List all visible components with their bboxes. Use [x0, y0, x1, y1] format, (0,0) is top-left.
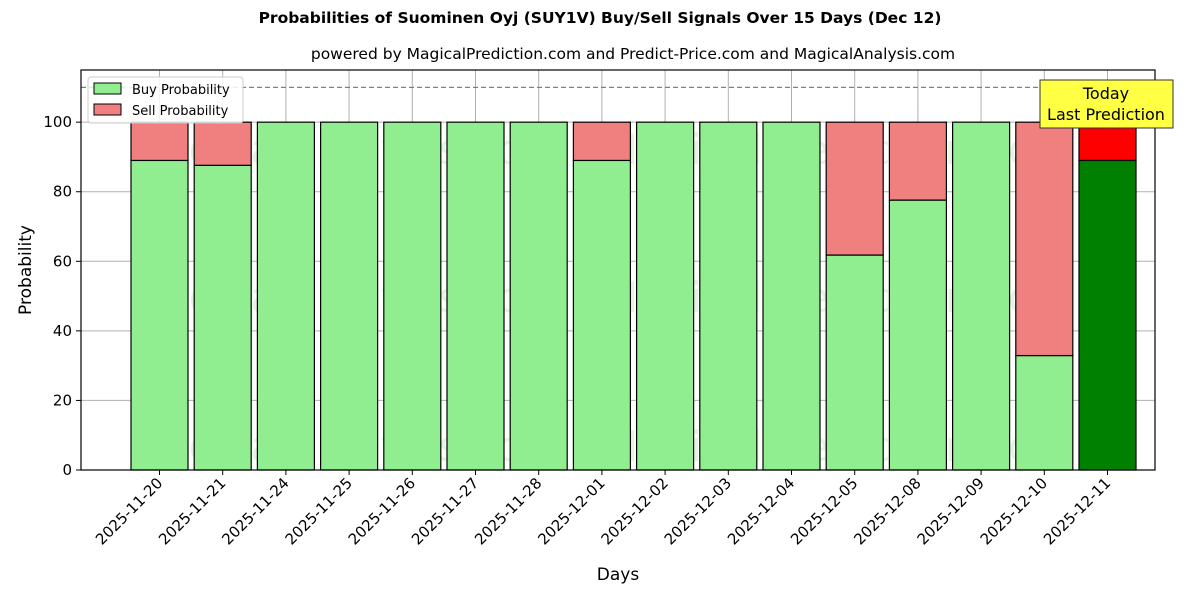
annotation-today: Today — [1082, 84, 1129, 103]
sell-bar — [1078, 121, 1137, 162]
x-tick-label: 2025-12-09 — [914, 474, 988, 548]
y-axis-title: Probability — [16, 225, 36, 315]
y-tick-label: 0 — [62, 461, 72, 479]
y-tick-label: 60 — [53, 252, 72, 270]
buy-bar — [572, 159, 632, 471]
buy-bar — [193, 164, 252, 471]
legend-label-buy: Buy Probability — [132, 83, 230, 98]
sell-bar — [572, 121, 632, 162]
buy-bar — [951, 121, 1011, 471]
today-annotation-box — [1039, 79, 1174, 129]
buy-bar — [762, 121, 821, 471]
buy-bar — [509, 121, 568, 471]
legend-box — [87, 76, 244, 124]
legend-swatch-buy — [93, 82, 122, 95]
buy-bar — [256, 121, 315, 471]
x-tick-label: 2025-12-11 — [1040, 474, 1114, 548]
x-tick-label: 2025-11-26 — [345, 474, 419, 548]
buy-bar — [699, 121, 758, 471]
sell-bar — [1015, 121, 1074, 357]
y-tick-label: 100 — [43, 113, 72, 131]
buy-bar — [446, 121, 505, 471]
annotation-last-prediction: Last Prediction — [1047, 105, 1165, 124]
sell-bar — [888, 121, 948, 201]
y-tick-label: 80 — [53, 183, 72, 201]
buy-bar — [825, 254, 884, 471]
buy-bar — [888, 199, 948, 471]
buy-bar — [130, 159, 189, 471]
y-tick-label: 20 — [53, 391, 72, 409]
y-tick-label: 40 — [53, 322, 72, 340]
x-tick-label: 2025-12-04 — [724, 474, 798, 548]
x-tick-label: 2025-12-03 — [661, 474, 735, 548]
buy-bar — [1078, 159, 1137, 471]
x-tick-label: 2025-11-25 — [282, 474, 356, 548]
buy-bar — [383, 121, 442, 471]
x-tick-label: 2025-12-08 — [850, 474, 924, 548]
x-tick-label: 2025-11-24 — [218, 474, 292, 548]
legend-swatch-sell — [93, 103, 122, 116]
x-tick-label: 2025-11-27 — [408, 474, 482, 548]
buy-bar — [320, 121, 379, 471]
chart-subtitle: powered by MagicalPrediction.com and Pre… — [310, 45, 956, 63]
x-tick-label: 2025-12-02 — [598, 474, 672, 548]
sell-bar — [193, 121, 252, 166]
sell-bar — [825, 121, 884, 256]
x-tick-label: 2025-11-20 — [92, 474, 166, 548]
x-axis-title: Days — [597, 565, 640, 585]
buy-bar — [635, 121, 695, 471]
plot-frame — [80, 69, 1156, 471]
x-tick-label: 2025-12-01 — [534, 474, 608, 548]
sell-bar — [130, 121, 189, 162]
x-tick-label: 2025-11-28 — [471, 474, 545, 548]
legend-label-sell: Sell Probability — [132, 104, 229, 119]
chart-title: Probabilities of Suominen Oyj (SUY1V) Bu… — [258, 9, 942, 27]
x-tick-label: 2025-11-21 — [155, 474, 229, 548]
buy-bar — [1015, 354, 1074, 471]
x-tick-label: 2025-12-10 — [977, 474, 1051, 548]
x-tick-label: 2025-12-05 — [787, 474, 861, 548]
